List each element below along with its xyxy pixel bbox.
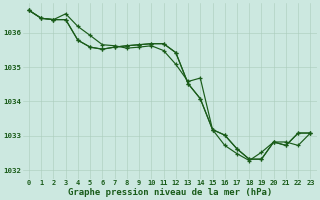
X-axis label: Graphe pression niveau de la mer (hPa): Graphe pression niveau de la mer (hPa) — [68, 188, 272, 197]
